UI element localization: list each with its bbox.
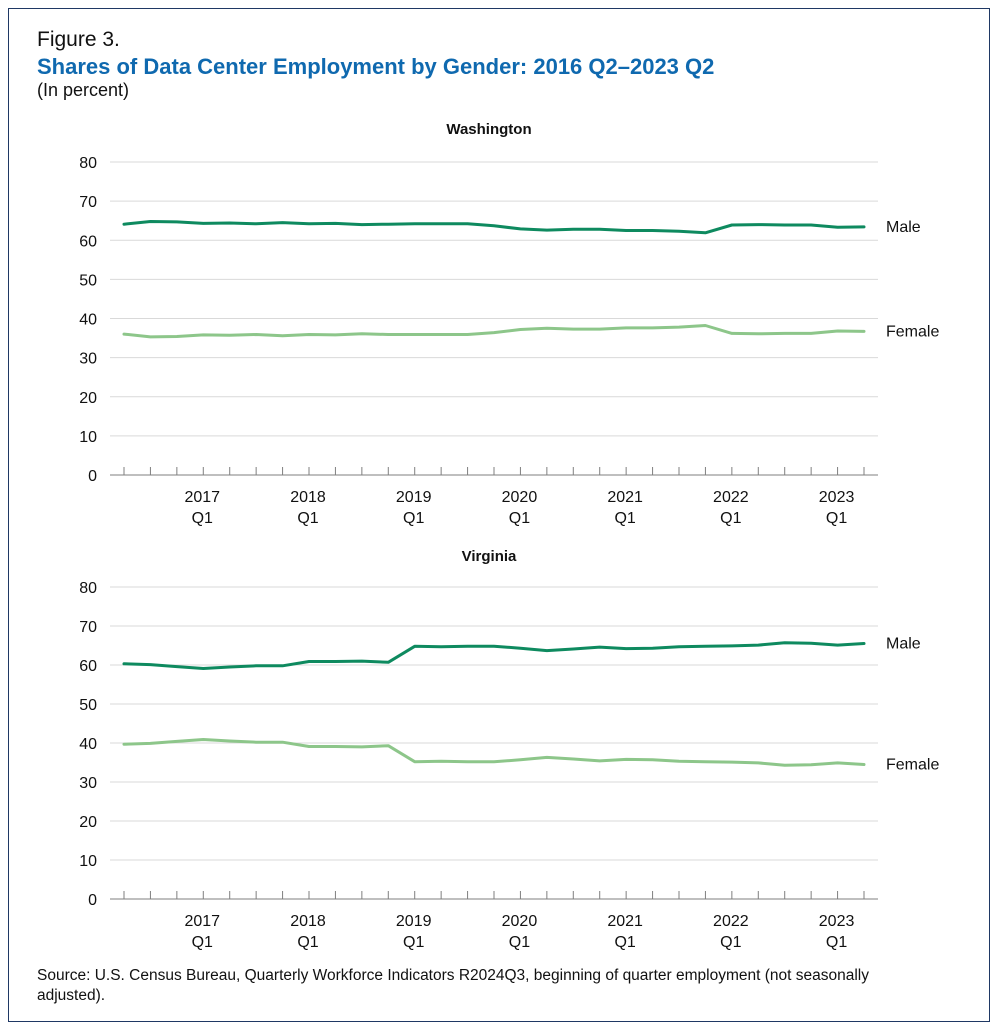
washington-y-tick-label: 10 (79, 429, 97, 446)
virginia-female-series-label: Female (886, 756, 939, 773)
virginia-y-tick-label: 20 (79, 814, 97, 831)
virginia-x-tick-label-year: 2019 (396, 913, 432, 930)
virginia-y-tick-label: 10 (79, 853, 97, 870)
washington-x-tick-label-quarter: Q1 (509, 510, 530, 527)
virginia-y-tick-label: 50 (79, 697, 97, 714)
washington-male-series-label: Male (886, 219, 921, 236)
washington-female-line (122, 324, 866, 339)
washington-y-tick-label: 50 (79, 272, 97, 289)
washington-x-tick-label-quarter: Q1 (403, 510, 424, 527)
figure-frame (8, 8, 990, 1022)
virginia-y-tick-label: 40 (79, 736, 97, 753)
virginia-x-tick-label-year: 2020 (502, 913, 538, 930)
virginia-x-tick-label-quarter: Q1 (509, 934, 530, 951)
virginia-chart: Virginia 0 10 20 30 40 50 60 70 80 2017 Q1 2018 Q1 201… (79, 548, 939, 951)
washington-x-tick-label-year: 2017 (184, 489, 220, 506)
virginia-x-tick-label-quarter: Q1 (403, 934, 424, 951)
washington-x-tick-label-quarter: Q1 (614, 510, 635, 527)
virginia-x-tick-label-year: 2021 (607, 913, 643, 930)
washington-x-tick-label-quarter: Q1 (826, 510, 847, 527)
virginia-male-series-label: Male (886, 636, 921, 653)
washington-y-tick-label: 70 (79, 194, 97, 211)
figure-label: Figure 3. (37, 28, 120, 51)
washington-x-tick-label-year: 2023 (819, 489, 855, 506)
virginia-x-tick-label-quarter: Q1 (297, 934, 318, 951)
washington-x-tick-label-quarter: Q1 (720, 510, 741, 527)
virginia-y-tick-label: 60 (79, 658, 97, 675)
virginia-panel-title: Virginia (462, 548, 517, 565)
washington-chart: Washington 0 10 20 30 40 50 60 70 80 2017 Q1 2018 Q1 2… (79, 121, 939, 527)
washington-y-tick-label: 60 (79, 233, 97, 250)
virginia-x-tick-label-quarter: Q1 (826, 934, 847, 951)
washington-x-tick-label-quarter: Q1 (192, 510, 213, 527)
washington-y-tick-label: 40 (79, 312, 97, 329)
virginia-female-line (122, 738, 866, 767)
virginia-x-tick-label-year: 2017 (184, 913, 220, 930)
virginia-y-tick-label: 0 (88, 892, 97, 909)
virginia-x-tick-label-year: 2023 (819, 913, 855, 930)
virginia-x-tick-label-quarter: Q1 (192, 934, 213, 951)
washington-x-tick-label-year: 2022 (713, 489, 749, 506)
source-note: Source: U.S. Census Bureau, Quarterly Wo… (37, 967, 869, 1004)
virginia-x-tick-label-year: 2022 (713, 913, 749, 930)
washington-y-tick-label: 20 (79, 390, 97, 407)
washington-female-series-label: Female (886, 323, 939, 340)
washington-x-tick-label-year: 2019 (396, 489, 432, 506)
virginia-y-tick-label: 30 (79, 775, 97, 792)
washington-x-tick-label-year: 2021 (607, 489, 643, 506)
washington-x-tick-label-quarter: Q1 (297, 510, 318, 527)
washington-x-tick-label-year: 2020 (502, 489, 538, 506)
virginia-y-tick-label: 80 (79, 580, 97, 597)
washington-y-tick-label: 0 (88, 468, 97, 485)
virginia-male-line (122, 641, 866, 670)
virginia-x-tick-label-quarter: Q1 (614, 934, 635, 951)
virginia-x-tick-label-quarter: Q1 (720, 934, 741, 951)
figure-title: Shares of Data Center Employment by Gend… (37, 54, 715, 79)
virginia-y-tick-label: 70 (79, 619, 97, 636)
washington-y-tick-label: 80 (79, 155, 97, 172)
washington-y-tick-label: 30 (79, 351, 97, 368)
washington-panel-title: Washington (446, 121, 531, 138)
figure-subtitle: (In percent) (37, 80, 130, 100)
washington-x-tick-label-year: 2018 (290, 489, 326, 506)
washington-male-line (122, 220, 866, 235)
virginia-x-tick-label-year: 2018 (290, 913, 326, 930)
